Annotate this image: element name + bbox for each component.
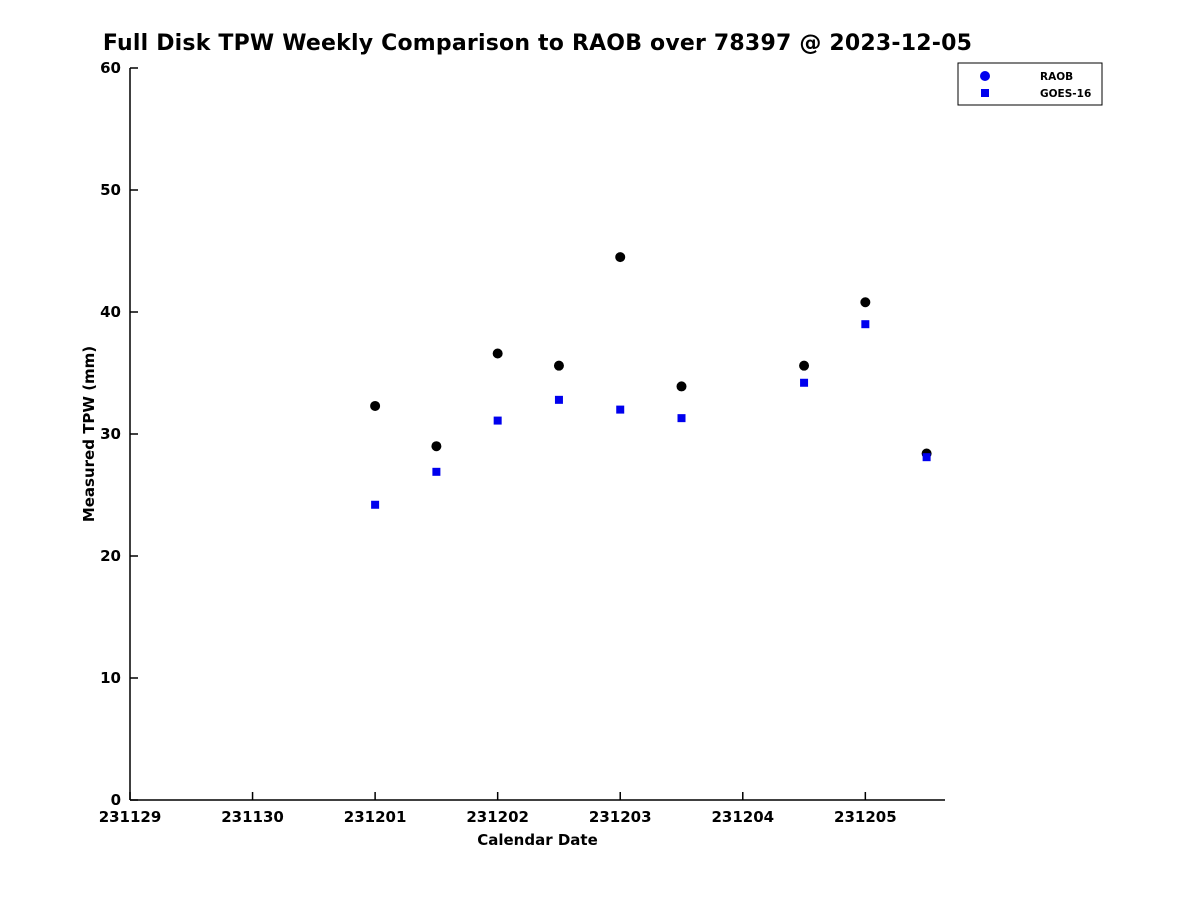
legend-goes-16-marker (981, 89, 989, 97)
y-tick-label: 0 (111, 791, 121, 809)
raob-point (370, 400, 381, 411)
raob-point (860, 297, 871, 308)
chart-title: Full Disk TPW Weekly Comparison to RAOB … (102, 31, 973, 56)
legend-raob-marker (980, 71, 990, 81)
goes-16-point (432, 467, 441, 476)
y-tick-label: 60 (100, 59, 121, 77)
goes-16-point (493, 416, 502, 425)
x-tick-label: 231204 (711, 808, 774, 826)
x-tick-label: 231201 (344, 808, 407, 826)
y-tick-label: 50 (100, 181, 121, 199)
x-tick-label: 231202 (466, 808, 529, 826)
y-tick-label: 10 (100, 669, 121, 687)
y-tick-label: 20 (100, 547, 121, 565)
raob-point (553, 360, 564, 371)
legend-goes-16-label: GOES-16 (1040, 88, 1091, 100)
legend-raob-label: RAOB (1040, 71, 1073, 83)
y-tick-label: 40 (100, 303, 121, 321)
goes-16-point (677, 414, 686, 423)
raob-point (431, 441, 442, 452)
legend-box (957, 62, 1103, 106)
x-axis-label: Calendar Date (477, 831, 598, 849)
x-tick-label: 231203 (589, 808, 652, 826)
x-tick-label: 231205 (834, 808, 897, 826)
y-axis-label: Measured TPW (mm) (80, 345, 98, 523)
raob-point (615, 252, 626, 263)
raob-point (799, 360, 810, 371)
goes-16-point (616, 405, 625, 414)
raob-point (676, 381, 687, 392)
goes-16-point (554, 395, 563, 404)
goes-16-point (861, 320, 870, 329)
y-tick-label: 30 (100, 425, 121, 443)
goes-16-point (922, 453, 931, 462)
raob-point (492, 348, 503, 359)
goes-16-point (800, 378, 809, 387)
goes-16-point (371, 500, 380, 509)
x-tick-label: 231129 (99, 808, 162, 826)
x-tick-label: 231130 (221, 808, 284, 826)
